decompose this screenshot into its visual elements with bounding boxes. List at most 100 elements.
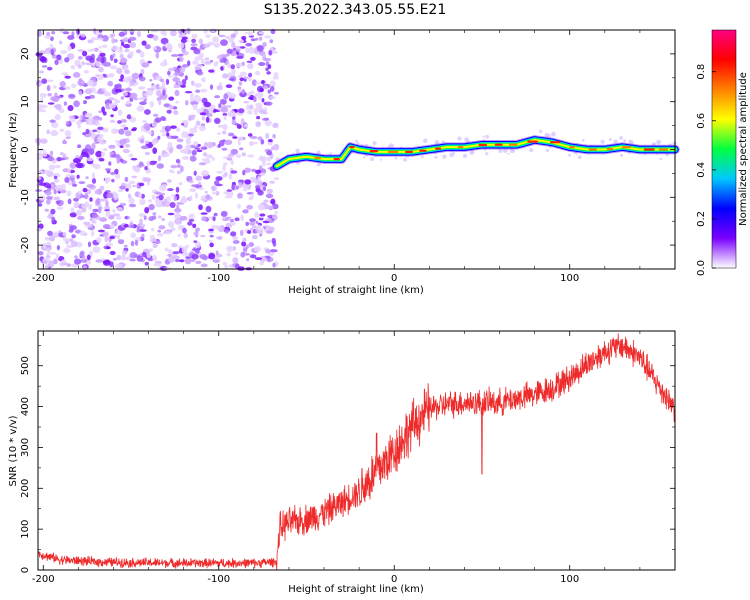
ridge-haze [379, 158, 383, 161]
noise-speckle [129, 51, 134, 57]
noise-speckle [170, 29, 177, 37]
noise-speckle [198, 187, 205, 191]
noise-speckle [37, 104, 44, 110]
noise-speckle [258, 62, 266, 66]
noise-speckle [148, 199, 153, 203]
ridge-haze [498, 148, 503, 153]
ridge-haze [354, 139, 358, 143]
noise-speckle [123, 224, 129, 228]
noise-speckle [213, 212, 218, 217]
noise-speckle [77, 190, 82, 195]
noise-speckle [271, 214, 278, 220]
noise-speckle [245, 221, 249, 226]
noise-speckle [109, 235, 115, 240]
noise-speckle [248, 241, 254, 247]
noise-speckle [144, 151, 151, 156]
noise-speckle [139, 198, 146, 206]
noise-speckle [181, 64, 189, 68]
noise-speckle [177, 233, 181, 238]
noise-speckle [245, 47, 249, 54]
noise-speckle [268, 50, 273, 56]
noise-speckle [224, 172, 228, 177]
noise-speckle [255, 37, 259, 41]
ridge-haze [434, 155, 438, 159]
noise-speckle [78, 90, 83, 96]
noise-speckle [237, 203, 241, 209]
noise-speckle [65, 121, 70, 125]
noise-speckle [146, 34, 155, 39]
noise-speckle [80, 151, 89, 158]
noise-speckle [147, 60, 152, 64]
noise-speckle [173, 85, 179, 89]
noise-speckle [195, 260, 202, 265]
noise-speckle [195, 241, 201, 249]
noise-speckle [204, 57, 210, 61]
noise-speckle [136, 30, 142, 38]
noise-speckle [257, 180, 263, 188]
noise-speckle [181, 155, 189, 160]
noise-speckle [236, 185, 240, 190]
noise-speckle [82, 265, 88, 271]
noise-speckle [181, 131, 188, 138]
noise-speckle [220, 98, 227, 105]
spectrogram-y-tick-label: 10 [20, 95, 31, 108]
noise-speckle [215, 250, 219, 255]
noise-speckle [262, 161, 266, 167]
noise-speckle [217, 124, 224, 128]
noise-speckle [247, 230, 252, 234]
noise-speckle [67, 45, 72, 52]
noise-speckle [181, 79, 187, 86]
noise-speckle [113, 194, 119, 201]
noise-speckle [163, 59, 168, 64]
noise-speckle [82, 187, 88, 193]
noise-speckle [200, 263, 208, 268]
noise-speckle [216, 170, 224, 174]
noise-speckle [232, 116, 236, 121]
noise-speckle [250, 227, 254, 231]
noise-speckle [257, 97, 262, 100]
noise-speckle [147, 257, 153, 262]
noise-speckle [188, 219, 195, 222]
noise-speckle [123, 244, 128, 248]
noise-speckle [110, 114, 114, 118]
noise-speckle [266, 162, 272, 166]
noise-speckle [189, 195, 193, 201]
noise-speckle [228, 78, 235, 81]
noise-speckle [174, 72, 180, 76]
noise-speckle [226, 53, 230, 57]
noise-speckle [69, 162, 77, 169]
spectrogram-y-tick-label: -10 [20, 189, 31, 205]
noise-speckle [106, 246, 111, 250]
noise-speckle [244, 123, 249, 128]
ridge-haze [356, 141, 360, 145]
noise-speckle [45, 199, 51, 205]
noise-speckle [261, 98, 265, 103]
noise-speckle [192, 223, 197, 228]
noise-speckle [220, 106, 229, 113]
ridge-haze [620, 153, 623, 157]
noise-speckle [201, 170, 209, 177]
noise-speckle [269, 96, 276, 100]
noise-speckle [122, 148, 130, 154]
noise-speckle [97, 229, 105, 233]
noise-speckle [137, 97, 145, 101]
noise-speckle [136, 105, 145, 112]
noise-speckle [191, 149, 197, 156]
noise-speckle [44, 35, 52, 39]
noise-speckle [152, 46, 157, 51]
noise-speckle [99, 217, 107, 223]
noise-speckle [114, 173, 121, 179]
noise-speckle [98, 29, 103, 33]
spectrogram-x-tick-label: 0 [391, 273, 397, 284]
noise-speckle [211, 191, 219, 195]
noise-speckle [62, 139, 66, 145]
noise-speckle [61, 183, 66, 190]
noise-speckle [144, 207, 150, 214]
noise-speckle [237, 74, 244, 79]
ridge-haze [568, 153, 571, 157]
noise-speckle [158, 155, 161, 162]
noise-speckle [148, 203, 155, 211]
noise-speckle [95, 199, 101, 206]
noise-speckle [212, 259, 221, 263]
noise-speckle [55, 200, 61, 204]
